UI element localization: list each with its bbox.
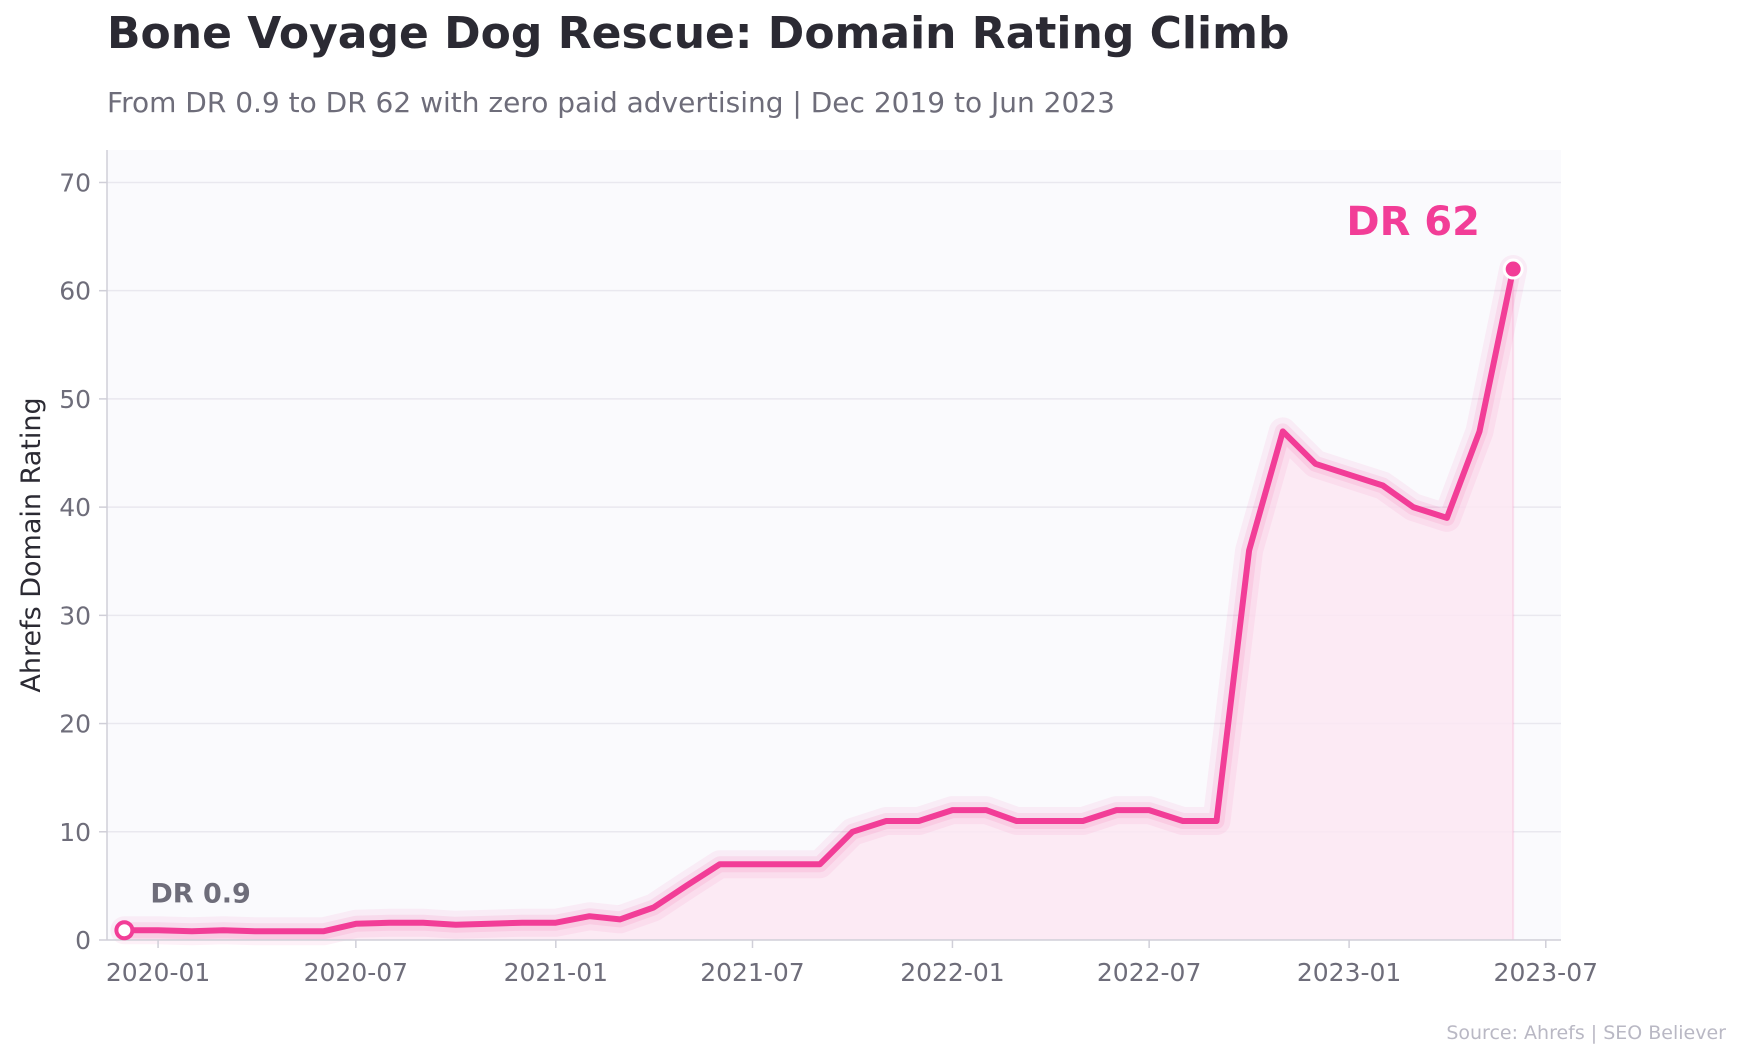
x-tick-label: 2020-01 xyxy=(106,958,210,987)
x-tick-label: 2022-07 xyxy=(1097,958,1201,987)
y-tick-label: 40 xyxy=(59,493,91,522)
x-tick-label: 2020-07 xyxy=(304,958,408,987)
y-axis-label: Ahrefs Domain Rating xyxy=(16,397,47,692)
end-annotation: DR 62 xyxy=(1346,199,1480,245)
y-tick-label: 10 xyxy=(59,818,91,847)
y-tick-label: 70 xyxy=(59,168,91,197)
area-fill xyxy=(124,269,1514,940)
start-annotation: DR 0.9 xyxy=(150,878,250,909)
chart-title: Bone Voyage Dog Rescue: Domain Rating Cl… xyxy=(107,8,1290,59)
x-tick-label: 2021-01 xyxy=(504,958,608,987)
y-tick-label: 50 xyxy=(59,385,91,414)
y-tick-label: 0 xyxy=(75,926,91,955)
x-tick-label: 2023-07 xyxy=(1494,958,1598,987)
x-ticks: 2020-01 2020-07 2021-01 2021-07 2022-01 2022-… xyxy=(106,940,1598,987)
y-ticks: 0 10 20 30 40 50 60 70 xyxy=(59,168,107,955)
end-marker xyxy=(1502,258,1524,280)
chart-subtitle: From DR 0.9 to DR 62 with zero paid adve… xyxy=(107,86,1115,119)
y-tick-label: 30 xyxy=(59,601,91,630)
x-tick-label: 2023-01 xyxy=(1297,958,1401,987)
y-tick-label: 60 xyxy=(59,277,91,306)
y-tick-label: 20 xyxy=(59,710,91,739)
source-note: Source: Ahrefs | SEO Believer xyxy=(1446,1022,1726,1044)
start-marker xyxy=(114,920,135,941)
x-tick-label: 2022-01 xyxy=(900,958,1004,987)
x-tick-label: 2021-07 xyxy=(700,958,804,987)
